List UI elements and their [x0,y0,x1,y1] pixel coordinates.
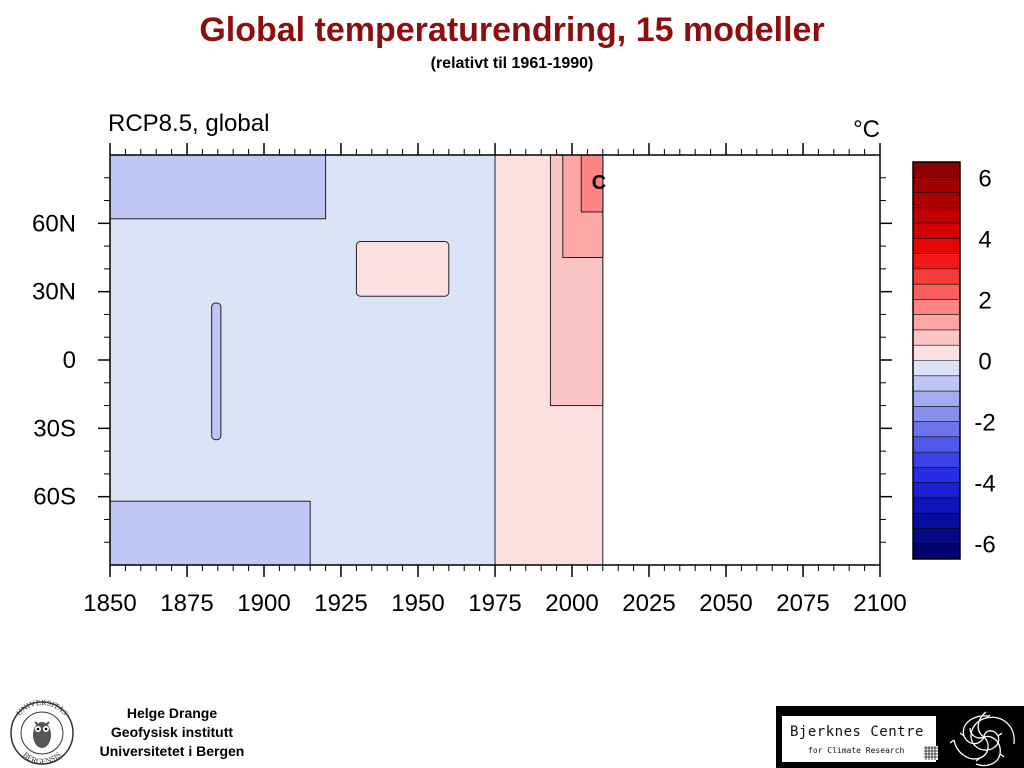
colorbar-swatch [913,268,960,285]
y-tick-label: 0 [63,347,76,374]
x-tick-label: 1875 [160,590,213,617]
colorbar-tick-label: 2 [978,287,991,314]
y-tick-label: 30S [33,415,76,442]
x-tick-label: 2100 [853,590,906,617]
colorbar-tick-label: -2 [974,410,995,437]
heatmap-region-3 [211,302,222,441]
colorbar-swatch [913,238,960,254]
colorbar-swatch [913,513,960,529]
colorbar-swatch [913,543,960,560]
colorbar-tick-label: -4 [974,471,995,498]
seal-text-bottom: BERGENSIS [21,750,63,766]
colorbar-swatch [913,253,960,270]
logo-name: Bjerknes Centre [790,724,924,740]
bjerknes-logo: Bjerknes Centre for Climate Research [776,706,1024,768]
swirl-icon [949,711,1015,767]
colorbar-swatch [913,207,960,224]
heatmap-region-0 [110,155,496,565]
colorbar-swatch [913,452,960,468]
x-tick-label: 2000 [545,590,598,617]
colorbar-swatch [913,421,960,438]
colorbar-swatch [913,284,960,300]
x-tick-label: 1900 [237,590,290,617]
slide-subtitle: (relativt til 1961-1990) [430,55,594,72]
colorbar-swatch [913,467,960,483]
x-tick-label: 1925 [314,590,367,617]
y-tick-label: 30N [32,279,76,306]
colorbar-swatch [913,360,960,377]
slide-title: Global temperaturendring, 15 modeller [199,11,825,49]
colorbar-swatch [913,299,960,315]
colorbar-tick-label: 6 [978,165,991,192]
footer-attribution: Helge Drange Geofysisk institutt Univers… [84,704,260,761]
heatmap-region-5 [355,241,450,297]
colorbar-swatch [913,162,960,178]
footer-author: Helge Drange [126,705,218,721]
colorbar-swatch [913,192,960,209]
colorbar-swatch [913,375,960,392]
colorbar-swatch [913,391,960,407]
y-tick-label: 60N [32,210,76,237]
colorbar-swatch [913,497,960,514]
heatmap-region-1 [110,155,327,220]
university-seal: UNIVERSITAS BERGENSIS [10,700,74,766]
y-axis: 60N 30N 0 30S 60S [32,177,892,543]
x-axis: 1850 1875 1900 1925 1950 1975 2000 2025 2050 2075… [83,143,907,617]
colorbar-tick-label: 4 [978,226,991,253]
y-tick-label: 60S [33,484,76,511]
contour-label: C [592,172,606,194]
colorbar-swatch [913,223,960,239]
colorbar-swatch [913,528,960,545]
heatmap-region-8 [580,155,604,213]
colorbar-swatch [913,329,960,346]
colorbar-swatch [913,436,960,453]
chart-units: °C [853,116,880,143]
heatmap-field [110,155,604,565]
logo-subtitle: for Climate Research [808,746,905,755]
x-tick-label: 2025 [622,590,675,617]
x-tick-label: 1950 [391,590,444,617]
colorbar-swatch [913,345,960,361]
colorbar-swatch [913,406,960,422]
x-tick-label: 1850 [83,590,136,617]
x-tick-label: 1975 [468,590,521,617]
chart-title: RCP8.5, global [108,110,269,137]
colorbar-swatch [913,482,960,499]
colorbar: 6 4 2 0 -2 -4 -6 [912,161,996,560]
footer-university: Universitetet i Bergen [99,743,245,759]
colorbar-tick-label: 0 [978,349,991,376]
colorbar-swatch [913,314,960,331]
heatmap-region-2 [110,500,311,565]
svg-text:BERGENSIS: BERGENSIS [21,750,63,766]
x-tick-label: 2075 [776,590,829,617]
colorbar-tick-label: -6 [974,532,995,559]
colorbar-frame [912,161,961,560]
footer-institute: Geofysisk institutt [110,724,234,740]
colorbar-swatch [913,177,960,193]
logo-grid-icon [924,746,938,760]
hovmoller-chart: RCP8.5, global °C C 1850 1875 1900 1925 1950… [32,110,996,617]
x-tick-label: 2050 [699,590,752,617]
